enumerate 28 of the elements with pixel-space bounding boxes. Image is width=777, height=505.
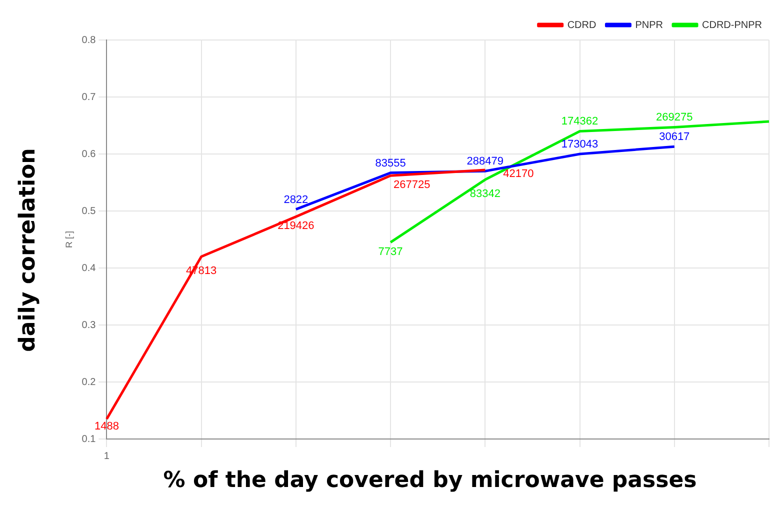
legend-label: CDRD-PNPR [702,20,762,31]
annotation: 7737 [378,246,403,258]
y-tick-label: 0.8 [82,34,96,46]
y-tick-label: 0.6 [82,148,96,160]
annotation: 42170 [503,168,534,180]
annotation: 288479 [466,156,504,168]
y-tick-label: 0.7 [82,92,96,103]
y-tick-label: 0.1 [82,434,96,445]
annotation: 173043 [561,138,598,151]
y-tick-label: 0.4 [82,262,96,274]
y-axis-title: daily correlation [16,148,40,352]
annotation: 30617 [659,131,690,144]
y-tick-label: 0.5 [82,206,96,217]
annotation: 219426 [278,220,314,232]
annotation: 174362 [561,116,598,128]
y-tick-label: 0.3 [82,320,96,331]
x-axis-title: % of the day covered by microwave passes [162,468,698,493]
annotation: 1488 [94,420,119,433]
annotation: 269275 [656,112,693,124]
annotation: 83342 [470,188,500,200]
annotation: 83555 [375,157,406,170]
x-tick-label: 1 [104,450,110,462]
y-tick-label: 0.2 [82,376,96,388]
annotation: 2822 [284,194,308,206]
text: R [-] [64,231,74,248]
annotation: 267725 [394,179,430,192]
legend-label: CDRD [567,20,596,31]
legend-label: PNPR [635,20,664,31]
